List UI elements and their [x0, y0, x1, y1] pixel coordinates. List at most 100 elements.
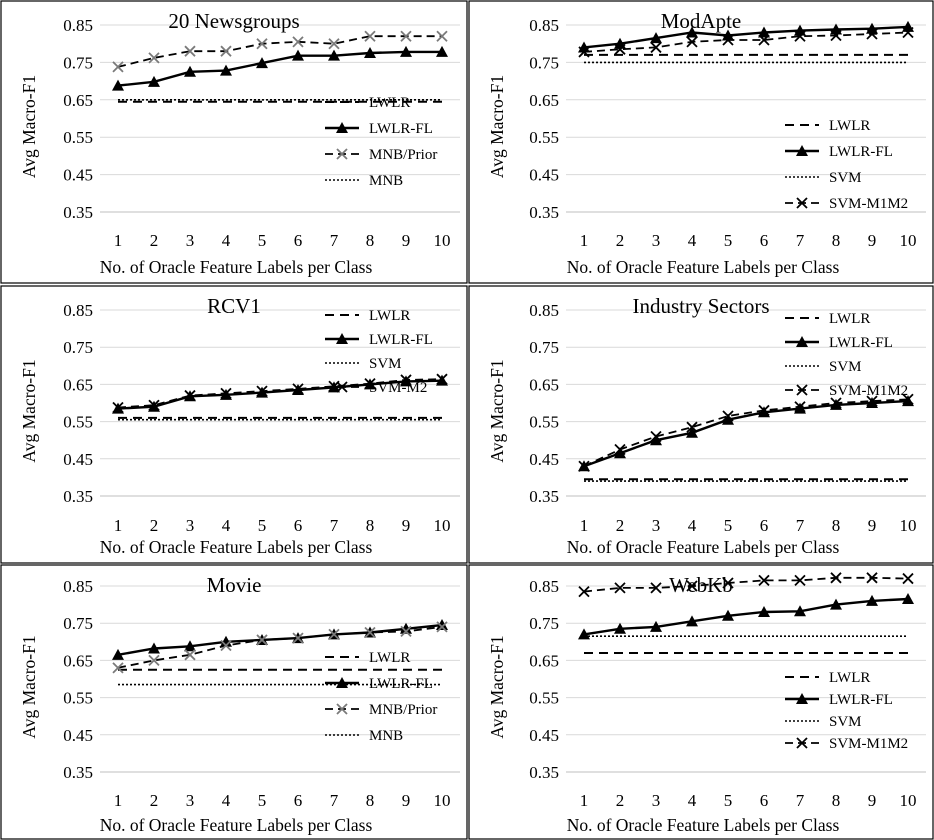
- x-marker: [650, 582, 662, 594]
- series-svm-m1m2: [578, 393, 914, 472]
- x-marker: [614, 582, 626, 594]
- x-marker: [614, 443, 626, 456]
- y-tick-label: 0.65: [529, 375, 559, 394]
- y-tick-label: 0.85: [63, 577, 93, 596]
- y-tick-label: 0.35: [63, 763, 93, 782]
- triangle-marker: [758, 26, 770, 38]
- triangle-marker: [292, 49, 304, 61]
- x-tick-label: 6: [294, 516, 303, 535]
- x-tick-label: 7: [796, 791, 805, 810]
- legend-label: LWLR: [829, 311, 870, 327]
- x-tick-label: 2: [616, 516, 625, 535]
- x-tick-label: 8: [832, 516, 841, 535]
- triangle-marker: [902, 593, 914, 605]
- legend-label: MNB/Prior: [369, 702, 437, 718]
- panel-frame: [0, 285, 468, 564]
- y-tick-label: 0.75: [63, 338, 93, 357]
- x-tick-label: 10: [900, 791, 917, 810]
- x-tick-label: 1: [114, 231, 123, 250]
- x-tick-label: 3: [652, 516, 661, 535]
- legend-label: LWLR: [829, 118, 870, 134]
- chart-title: RCV1: [207, 294, 261, 318]
- legend: LWLR LWLR-FL SVM SVM-M1M2: [785, 311, 908, 399]
- x-tick-label: 5: [258, 231, 267, 250]
- y-tick-label: 0.75: [63, 614, 93, 633]
- x-marker: [184, 649, 196, 661]
- x-marker: [256, 38, 268, 50]
- x-marker: [686, 36, 698, 48]
- chart-title: Industry Sectors: [632, 294, 769, 318]
- y-tick-label: 0.45: [529, 726, 559, 745]
- series-svm-m2: [112, 373, 448, 414]
- x-marker: [328, 38, 340, 50]
- x-tick-label: 1: [580, 791, 589, 810]
- legend-label: SVM-M1M2: [829, 736, 908, 752]
- series-mnb-prior: [112, 30, 448, 73]
- x-marker: [902, 572, 914, 585]
- x-marker: [830, 572, 842, 584]
- triangle-marker: [148, 642, 160, 654]
- y-tick-label: 0.45: [63, 450, 93, 469]
- chart-title: Movie: [207, 573, 262, 597]
- x-marker: [400, 625, 412, 638]
- y-tick-label: 0.65: [63, 651, 93, 670]
- chart-panel-1: 0.35 0.45 0.55 0.65 0.75 0.85 1 2 3 4 5 6 7 8 9 10 20 Ne…: [0, 0, 468, 284]
- y-tick-label: 0.65: [63, 91, 93, 110]
- series-line: [117, 623, 443, 656]
- x-marker: [722, 410, 734, 422]
- x-tick-label: 10: [900, 516, 917, 535]
- legend-label: LWLR-FL: [829, 692, 893, 708]
- x-tick-label: 2: [616, 231, 625, 250]
- triangle-marker: [578, 628, 590, 640]
- series-line: [583, 398, 909, 468]
- triangle-marker: [148, 75, 160, 87]
- legend-label: LWLR-FL: [369, 332, 433, 348]
- x-marker: [336, 703, 348, 715]
- x-tick-label: 4: [688, 516, 697, 535]
- triangle-marker: [650, 32, 662, 44]
- x-marker: [436, 30, 448, 42]
- x-marker: [400, 30, 412, 42]
- y-tick-label: 0.65: [529, 651, 559, 670]
- chart-panel-5: 0.35 0.45 0.55 0.65 0.75 0.85 1 2 3 4 5 6 7 8 9 10 Movie…: [0, 564, 468, 840]
- legend-label: LWLR-FL: [369, 676, 433, 692]
- triangle-marker: [686, 615, 698, 627]
- x-marker: [436, 373, 448, 385]
- y-tick-label: 0.65: [63, 375, 93, 394]
- legend-label: SVM: [829, 359, 862, 375]
- x-marker: [794, 574, 806, 587]
- x-marker: [256, 634, 268, 646]
- x-tick-label: 7: [796, 231, 805, 250]
- panel-frame: [468, 0, 934, 284]
- series-line: [117, 379, 443, 410]
- x-marker: [722, 577, 734, 589]
- x-marker: [796, 197, 808, 209]
- x-tick-label: 6: [294, 231, 303, 250]
- legend-label: LWLR-FL: [369, 121, 433, 137]
- triangle-marker: [220, 635, 232, 647]
- x-marker: [148, 52, 160, 64]
- y-tick-label: 0.45: [529, 166, 559, 185]
- legend-label: SVM-M1M2: [829, 196, 908, 212]
- triangle-marker: [722, 413, 734, 425]
- x-tick-label: 4: [688, 231, 697, 250]
- x-tick-label: 10: [434, 791, 451, 810]
- series-lwlr-fl: [112, 45, 448, 91]
- triangle-marker: [400, 45, 412, 57]
- y-tick-label: 0.55: [529, 413, 559, 432]
- x-tick-label: 5: [724, 231, 733, 250]
- x-marker: [902, 26, 914, 39]
- x-marker: [686, 421, 698, 433]
- x-marker: [866, 28, 878, 40]
- x-tick-label: 9: [868, 516, 877, 535]
- x-marker: [866, 572, 878, 584]
- legend-label: LWLR: [369, 650, 410, 666]
- triangle-marker: [256, 57, 268, 69]
- triangle-marker: [364, 47, 376, 59]
- x-marker: [112, 662, 124, 674]
- x-marker: [758, 404, 770, 417]
- x-tick-label: 2: [616, 791, 625, 810]
- series-line: [117, 626, 443, 669]
- y-tick-label: 0.35: [63, 203, 93, 222]
- x-tick-label: 8: [832, 231, 841, 250]
